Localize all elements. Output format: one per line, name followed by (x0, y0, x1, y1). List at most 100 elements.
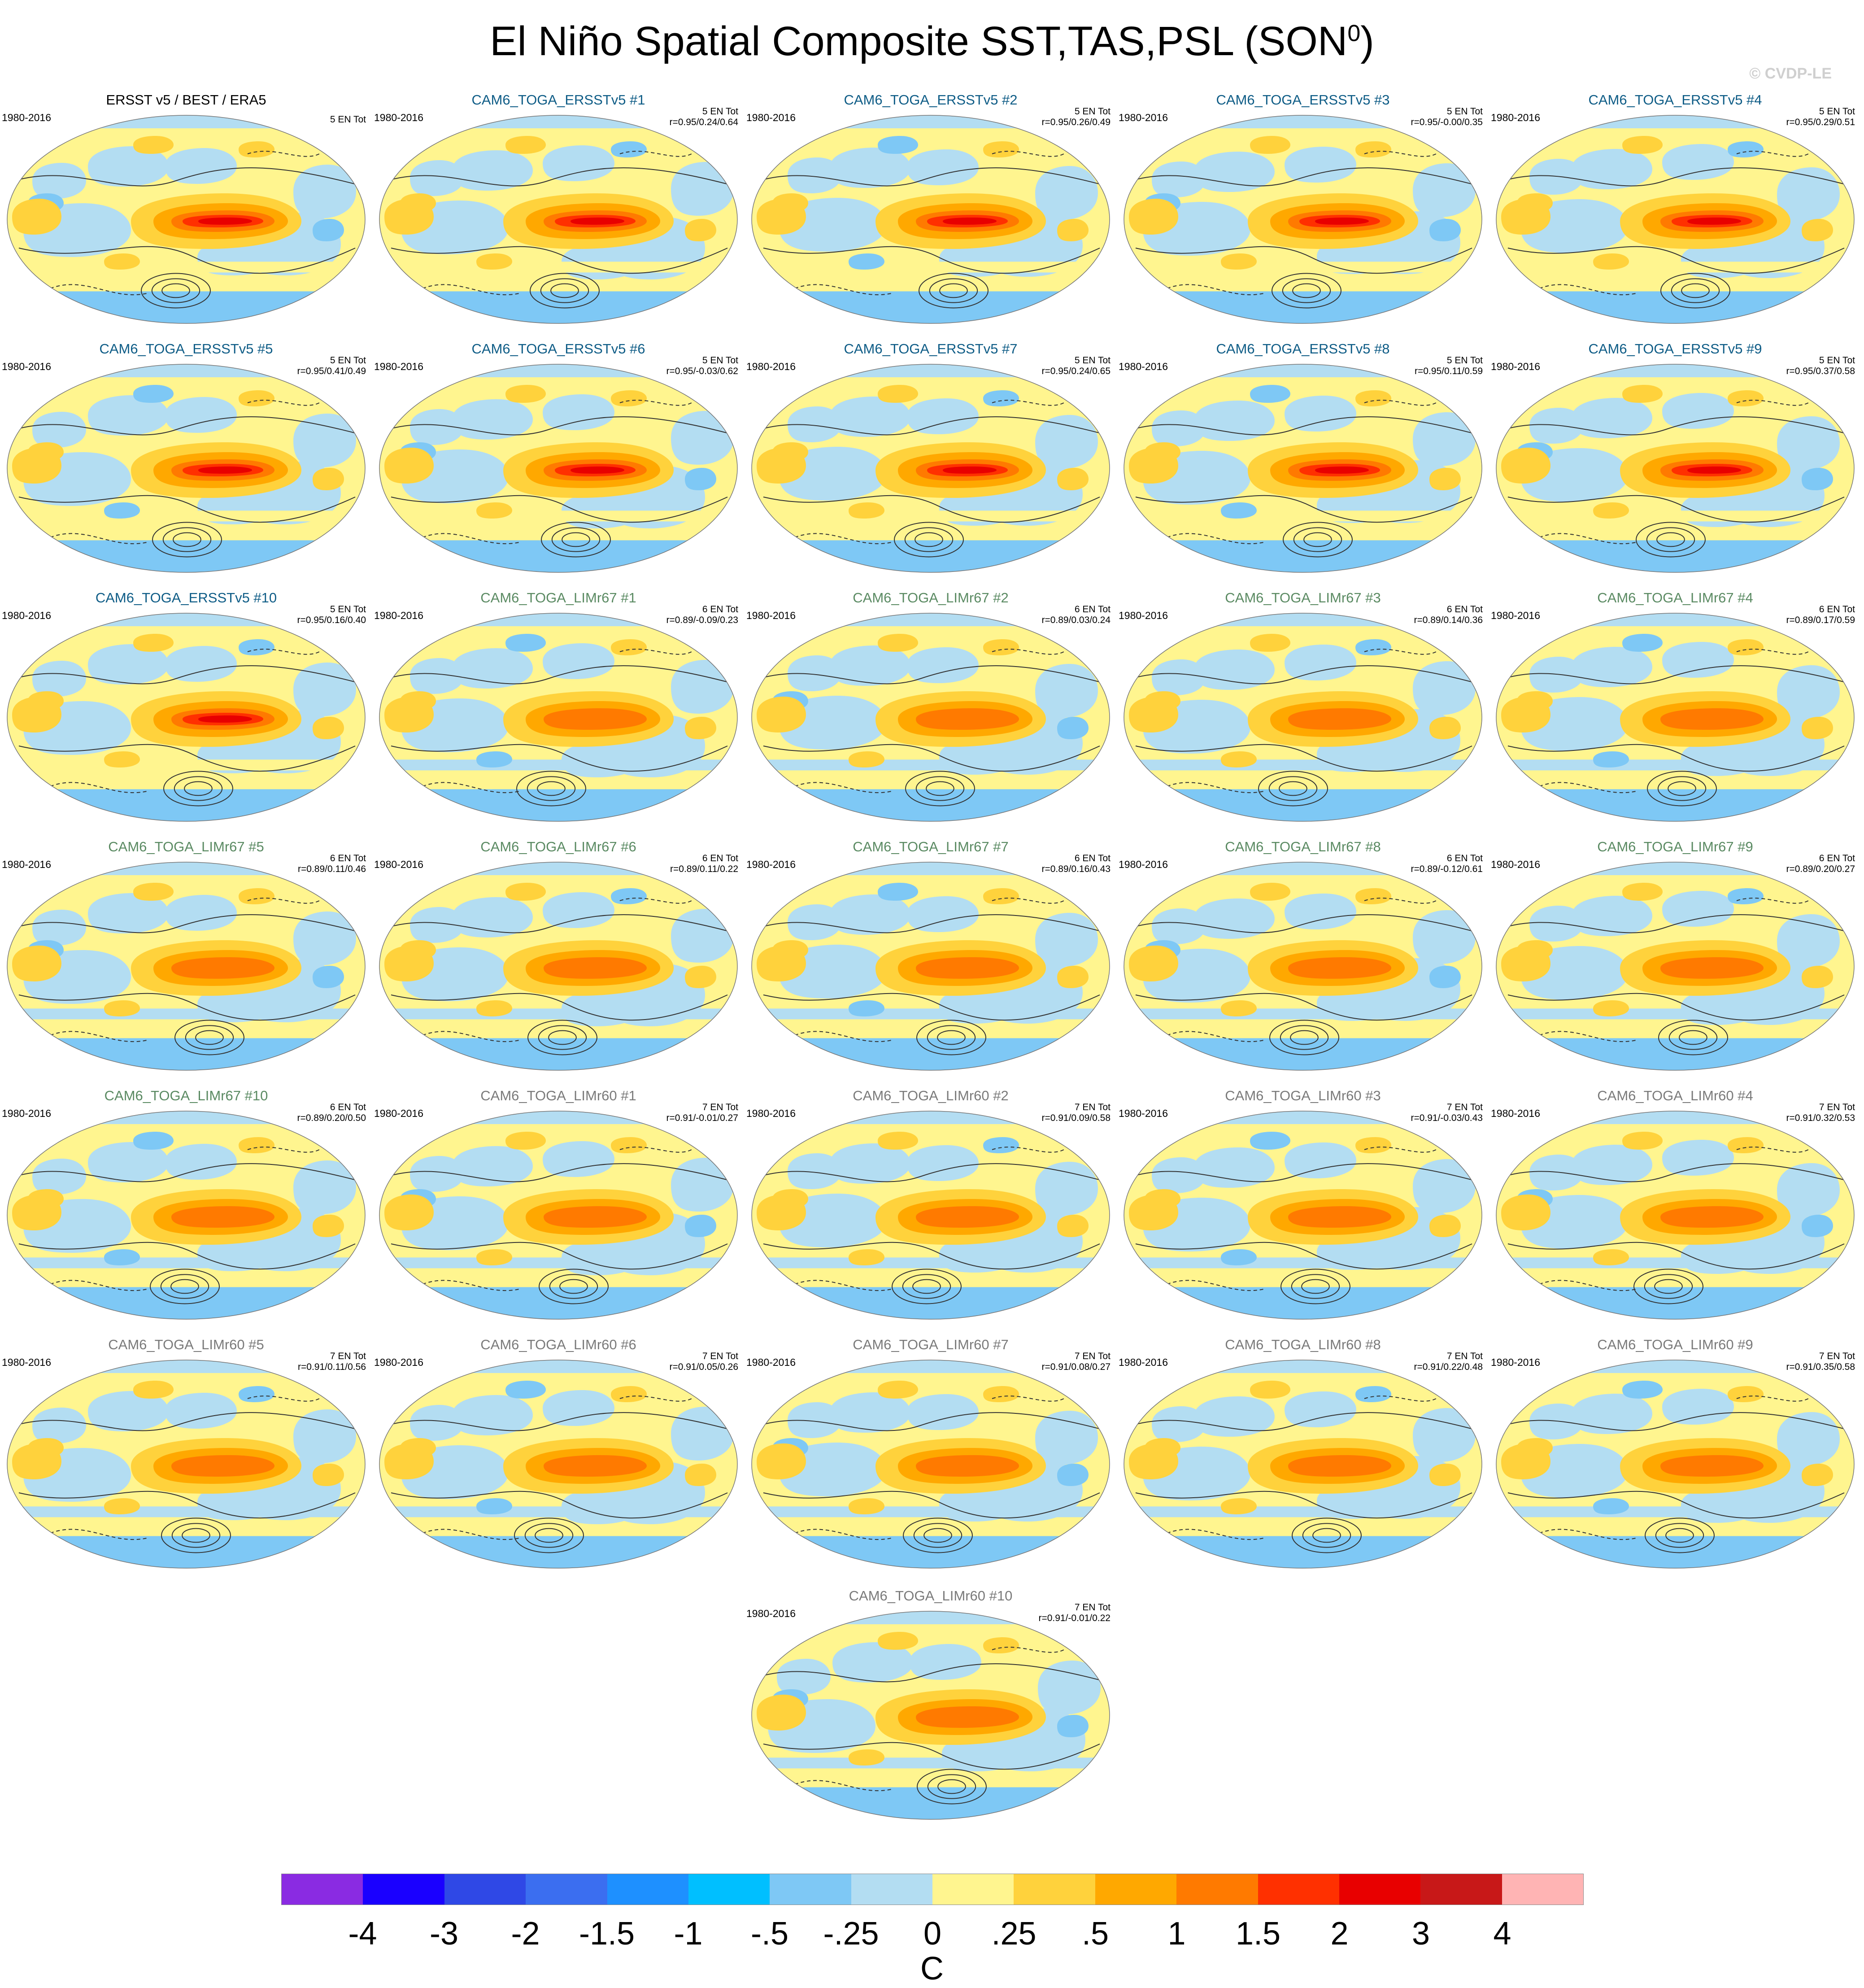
cold-spot (1250, 385, 1290, 403)
psl-contour (18, 495, 356, 523)
enso-tongue-inner (171, 957, 274, 979)
indian-ocean-warm (1501, 1195, 1550, 1230)
indian-ocean-warm (757, 1695, 806, 1731)
enso-tongue-peak (1315, 466, 1369, 474)
cool-patch (410, 1156, 464, 1192)
warm-spot (476, 1000, 512, 1016)
psl-contour (1503, 914, 1849, 933)
psl-high-contour (1636, 522, 1706, 558)
cool-patch (1572, 149, 1652, 189)
psl-contour (1507, 744, 1845, 772)
map-panel (7, 115, 366, 324)
southern-band (379, 1008, 737, 1020)
southern-band (752, 1257, 1110, 1269)
composite-panel: CAM6_TOGA_LIMr67 #2 1980-2016 6 EN Tot r=0.… (745, 590, 1117, 823)
map-panel (1124, 1360, 1482, 1569)
warm-spot (1593, 1249, 1629, 1265)
psl-contour (391, 246, 728, 274)
psl-contours (1503, 1395, 1849, 1553)
warm-spot (104, 751, 140, 767)
panel-period: 1980-2016 (2, 1107, 51, 1119)
warm-spot (1250, 136, 1290, 154)
cool-patch (410, 907, 464, 943)
cool-patch (1285, 1391, 1356, 1427)
psl-contour-negative (794, 533, 894, 545)
warm-spot (878, 1132, 918, 1150)
southern-band (1124, 262, 1482, 273)
psl-high-contour (1301, 1279, 1330, 1294)
psl-high-contour (535, 1528, 563, 1543)
warm-spot (849, 1249, 884, 1265)
cold-spot (878, 883, 918, 901)
map-panel (7, 862, 366, 1071)
psl-high-contour (541, 522, 611, 558)
psl-contour (391, 1491, 728, 1519)
psl-contours (758, 400, 1105, 558)
cool-patch (1152, 908, 1206, 944)
enso-tongue-peak (943, 466, 997, 474)
psl-contour-negative (794, 782, 894, 793)
cool-patch (562, 1239, 642, 1275)
cold-spot (849, 253, 884, 270)
southern-band (379, 1506, 737, 1517)
cool-patch (779, 945, 886, 998)
southern-band (1496, 1506, 1854, 1517)
map-panel (1124, 115, 1482, 324)
psl-high-contour (1279, 781, 1307, 796)
southern-ocean-band (1124, 1287, 1482, 1319)
cool-patch (1777, 1163, 1840, 1217)
psl-high-contour (530, 273, 600, 309)
southern-ocean-band (7, 789, 365, 821)
warm-spot (983, 1637, 1019, 1653)
southern-band (752, 262, 1110, 273)
psl-contour-negative (1167, 1280, 1266, 1291)
cool-patch (452, 399, 533, 440)
cold-spot (1221, 502, 1257, 519)
psl-high-contour (1292, 1517, 1362, 1553)
composite-panel: CAM6_TOGA_ERSSTv5 #5 1980-2016 5 EN Tot r=0… (0, 341, 372, 574)
psl-contour-negative (1539, 1529, 1638, 1540)
psl-contours (386, 1147, 732, 1304)
psl-contour-negative (1167, 1529, 1266, 1540)
psl-contours (1503, 898, 1849, 1055)
panel-event-count: 5 EN Tot (1074, 355, 1111, 366)
psl-high-contour (894, 522, 964, 558)
cold-spot (1802, 468, 1833, 490)
psl-contour (1135, 495, 1472, 523)
psl-contour-negative (1736, 1395, 1809, 1402)
cold-spot (1355, 1386, 1391, 1402)
indian-ocean-warm (757, 697, 806, 732)
panel-event-count: 5 EN Tot (330, 114, 366, 125)
psl-contour-negative (1736, 1147, 1809, 1153)
panel-event-count: 6 EN Tot (1819, 604, 1855, 615)
colorbar-segment (770, 1874, 851, 1905)
psl-contour-negative (50, 284, 149, 296)
psl-high-contour (1258, 771, 1328, 807)
cool-patch (1662, 144, 1734, 180)
cold-spot (313, 219, 344, 241)
psl-high-contour (161, 1517, 231, 1553)
colorbar-segment (851, 1874, 932, 1905)
composite-panel: CAM6_TOGA_LIMr67 #8 1980-2016 6 EN Tot r=0.… (1117, 839, 1489, 1072)
cool-patch (32, 1159, 86, 1195)
psl-high-contour (1656, 532, 1685, 547)
psl-contours (758, 1395, 1105, 1553)
psl-high-contour (1681, 283, 1710, 298)
panel-correlation: r=0.91/0.05/0.26 (669, 1362, 738, 1372)
cold-spot (313, 966, 344, 988)
panel-event-count: 6 EN Tot (702, 853, 738, 863)
psl-contours (758, 151, 1105, 309)
psl-high-contour (163, 771, 233, 807)
panel-event-count: 6 EN Tot (702, 604, 738, 615)
psl-high-contour (1291, 1274, 1340, 1299)
panel-period: 1980-2016 (746, 1356, 796, 1368)
warm-spot (1221, 253, 1257, 270)
warm-spot (313, 1215, 344, 1237)
warm-spot (878, 1632, 918, 1650)
psl-contour-negative (1167, 1031, 1266, 1042)
map-outline (1124, 613, 1482, 822)
composite-panel: CAM6_TOGA_LIMr67 #1 1980-2016 6 EN Tot r=0.… (372, 590, 745, 823)
southern-ocean-band (7, 291, 365, 323)
psl-contour-negative (619, 649, 692, 655)
panel-correlation: r=0.95/0.24/0.64 (669, 117, 738, 127)
